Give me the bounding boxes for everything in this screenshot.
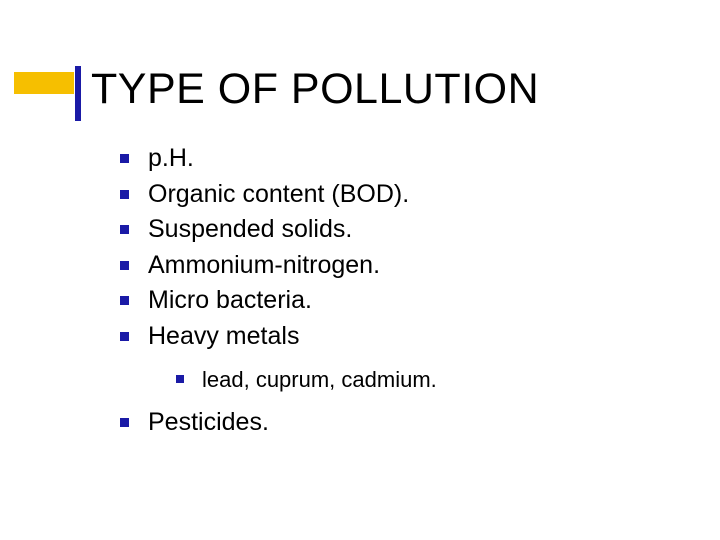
title-wrap: TYPE OF POLLUTION [75, 66, 720, 113]
list-item: Micro bacteria. [120, 283, 720, 319]
sub-list-item-text: lead, cuprum, cadmium. [202, 367, 437, 392]
sub-bullet-list: lead, cuprum, cadmium. [176, 362, 720, 397]
list-item-text: Ammonium-nitrogen. [148, 251, 380, 279]
title-bar [75, 66, 81, 121]
slide-title: TYPE OF POLLUTION [75, 66, 720, 113]
slide-content: p.H. Organic content (BOD). Suspended so… [120, 141, 720, 441]
list-item: Pesticides. [120, 405, 720, 441]
accent-block [14, 72, 74, 94]
sub-list-item: lead, cuprum, cadmium. [176, 362, 720, 397]
list-item: p.H. [120, 141, 720, 177]
list-item-text: Suspended solids. [148, 215, 352, 243]
list-item-text: Organic content (BOD). [148, 180, 409, 208]
list-item-text: p.H. [148, 144, 194, 172]
bullet-list: p.H. Organic content (BOD). Suspended so… [120, 141, 720, 441]
slide: TYPE OF POLLUTION p.H. Organic content (… [0, 0, 720, 540]
list-item: Heavy metals lead, cuprum, cadmium. [120, 319, 720, 398]
list-item-text: Heavy metals [148, 322, 299, 350]
list-item: Organic content (BOD). [120, 177, 720, 213]
list-item-text: Pesticides. [148, 408, 269, 436]
list-item: Suspended solids. [120, 212, 720, 248]
list-item: Ammonium-nitrogen. [120, 248, 720, 284]
list-item-text: Micro bacteria. [148, 286, 312, 314]
